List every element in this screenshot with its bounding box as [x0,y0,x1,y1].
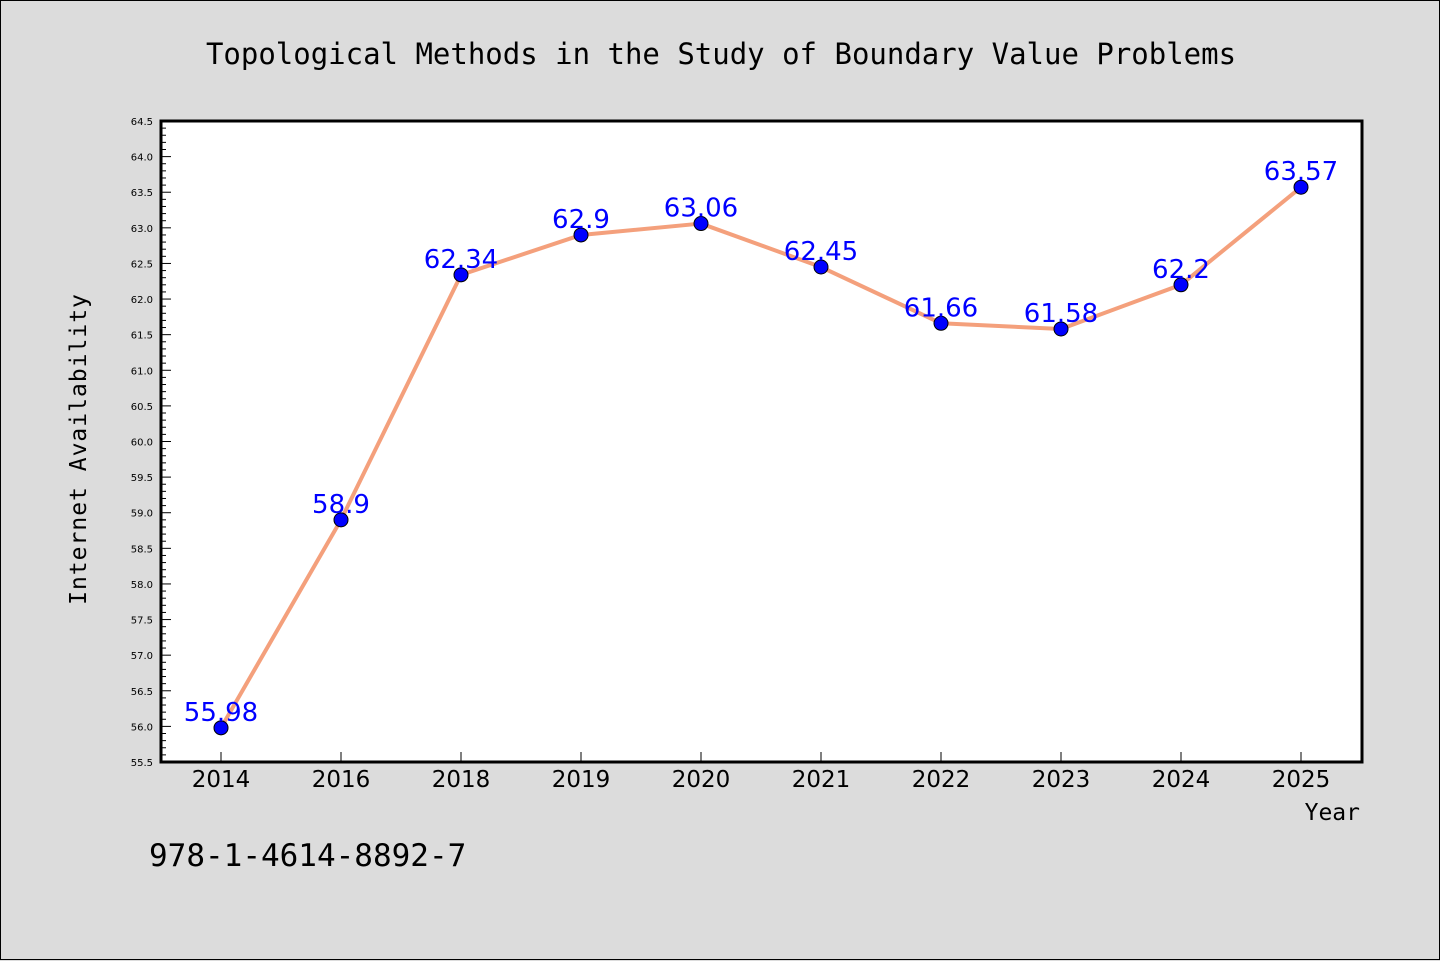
footnote-isbn: 978-1-4614-8892-7 [149,838,466,874]
y-axis-ticks: 55.5 56.0 56.5 57.0 57.5 58.0 58.5 59.0 59.5 60.0… [131,117,171,769]
x-tick-label: 2023 [1032,767,1091,793]
plot-area [159,119,1364,764]
data-label: 61.66 [904,293,978,323]
data-point-marker [1053,321,1069,337]
data-label: 61.58 [1024,299,1098,329]
data-label: 63.57 [1264,157,1338,187]
x-tick-label: 2016 [312,767,371,793]
y-tick-label: 62.5 [131,259,153,270]
y-tick-label: 58.0 [131,580,153,591]
data-point-marker [453,267,469,283]
data-label: 63.06 [664,194,738,224]
y-tick-label: 56.5 [131,687,153,698]
x-tick-label: 2020 [672,767,731,793]
x-tick-label: 2022 [912,767,971,793]
y-tick-label: 55.5 [131,758,153,769]
y-tick-label: 61.5 [131,331,153,342]
y-tick-label: 61.0 [131,366,153,377]
x-tick-label: 2018 [432,767,491,793]
data-label: 62.45 [784,237,858,267]
data-point-marker [693,216,709,232]
y-tick-label: 60.5 [131,402,153,413]
y-tick-label: 64.5 [131,117,153,128]
series-line [219,185,1303,730]
data-point-marker [333,512,349,528]
x-tick-label: 2025 [1272,767,1331,793]
y-axis-label: Internet Availability [66,293,92,605]
data-point-marker [573,227,589,243]
chart-title: Topological Methods in the Study of Boun… [206,37,1236,71]
y-tick-label: 57.5 [131,616,153,627]
x-axis-ticks: 2014 2016 2018 2019 2020 2021 2022 2023 2024 2025 [192,752,1331,793]
y-tick-label: 64.0 [131,153,153,164]
x-tick-label: 2021 [792,767,851,793]
y-tick-label: 57.0 [131,651,153,662]
y-tick-label: 59.5 [131,473,153,484]
x-tick-label: 2024 [1152,767,1211,793]
data-label: 62.2 [1152,255,1210,285]
data-series: 55.98 58.9 62.34 62.9 63.06 62.45 61.66 61.58 62… [184,157,1338,736]
data-label: 62.34 [424,245,498,275]
data-label: 58.9 [312,490,370,520]
y-tick-label: 63.5 [131,188,153,199]
y-tick-label: 63.0 [131,224,153,235]
data-point-marker [213,720,229,736]
y-tick-label: 60.0 [131,438,153,449]
x-axis-label: Year [1305,800,1360,826]
y-tick-label: 59.0 [131,509,153,520]
x-tick-label: 2014 [192,767,251,793]
x-tick-label: 2019 [552,767,611,793]
data-point-marker [1173,277,1189,293]
data-point-marker [1293,179,1309,195]
data-label: 62.9 [552,205,610,235]
y-tick-label: 56.0 [131,722,153,733]
data-point-marker [933,315,949,331]
data-label: 55.98 [184,698,258,728]
data-point-marker [813,259,829,275]
y-tick-label: 58.5 [131,544,153,555]
y-tick-label: 62.0 [131,295,153,306]
